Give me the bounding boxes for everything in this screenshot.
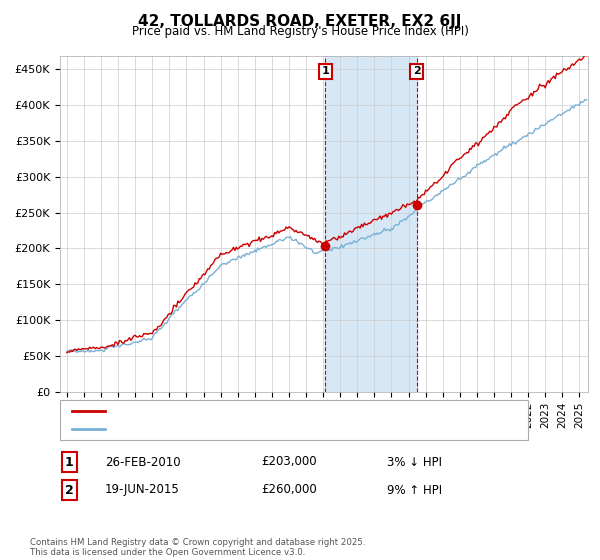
Text: 42, TOLLARDS ROAD, EXETER, EX2 6JJ (semi-detached house): 42, TOLLARDS ROAD, EXETER, EX2 6JJ (semi… [111, 407, 449, 417]
Text: £203,000: £203,000 [261, 455, 317, 469]
Text: 2: 2 [65, 483, 73, 497]
Text: 19-JUN-2015: 19-JUN-2015 [105, 483, 180, 497]
Text: 42, TOLLARDS ROAD, EXETER, EX2 6JJ: 42, TOLLARDS ROAD, EXETER, EX2 6JJ [139, 14, 461, 29]
Text: 9% ↑ HPI: 9% ↑ HPI [387, 483, 442, 497]
Text: 1: 1 [65, 455, 73, 469]
Bar [325, 56, 416, 392]
Text: 2: 2 [413, 66, 421, 76]
Text: 1: 1 [322, 66, 329, 76]
Text: 26-FEB-2010: 26-FEB-2010 [105, 455, 181, 469]
Text: Contains HM Land Registry data © Crown copyright and database right 2025.
This d: Contains HM Land Registry data © Crown c… [30, 538, 365, 557]
Text: £260,000: £260,000 [261, 483, 317, 497]
Text: 3% ↓ HPI: 3% ↓ HPI [387, 455, 442, 469]
Text: HPI: Average price, semi-detached house, Exeter: HPI: Average price, semi-detached house,… [111, 423, 379, 433]
Text: Price paid vs. HM Land Registry's House Price Index (HPI): Price paid vs. HM Land Registry's House … [131, 25, 469, 38]
